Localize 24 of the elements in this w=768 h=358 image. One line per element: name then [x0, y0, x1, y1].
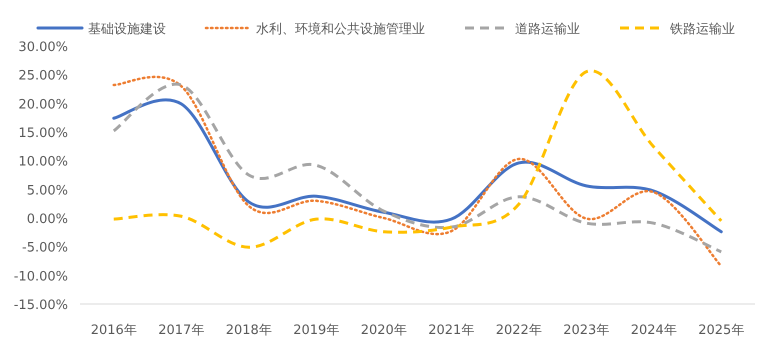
x-tick-label: 2024年 — [630, 323, 677, 338]
x-tick-label: 2016年 — [90, 323, 137, 338]
x-tick-label: 2021年 — [428, 323, 474, 338]
legend-label: 水利、环境和公共设施管理业 — [256, 21, 425, 37]
legend-label: 铁路运输业 — [669, 22, 735, 37]
y-tick-label: 25.00% — [18, 68, 68, 84]
y-tick-label: 20.00% — [18, 97, 68, 112]
y-tick-label: 30.00% — [18, 40, 68, 55]
legend-label: 基础设施建设 — [88, 22, 166, 37]
x-tick-label: 2019年 — [293, 323, 340, 338]
x-tick-label: 2025年 — [698, 323, 744, 338]
x-tick-label: 2018年 — [226, 323, 272, 338]
y-tick-label: 10.00% — [18, 154, 68, 170]
x-tick-label: 2023年 — [563, 323, 610, 338]
y-tick-label: 5.00% — [26, 183, 68, 198]
x-tick-label: 2020年 — [360, 323, 407, 338]
y-tick-label: -15.00% — [14, 298, 68, 313]
x-tick-label: 2017年 — [158, 323, 204, 338]
legend-label: 道路运输业 — [515, 22, 580, 37]
y-tick-label: -10.00% — [14, 269, 68, 284]
y-tick-label: -5.00% — [22, 240, 68, 256]
x-tick-label: 2022年 — [496, 323, 542, 338]
y-tick-label: 15.00% — [18, 126, 68, 141]
y-tick-label: 0.00% — [26, 212, 68, 227]
